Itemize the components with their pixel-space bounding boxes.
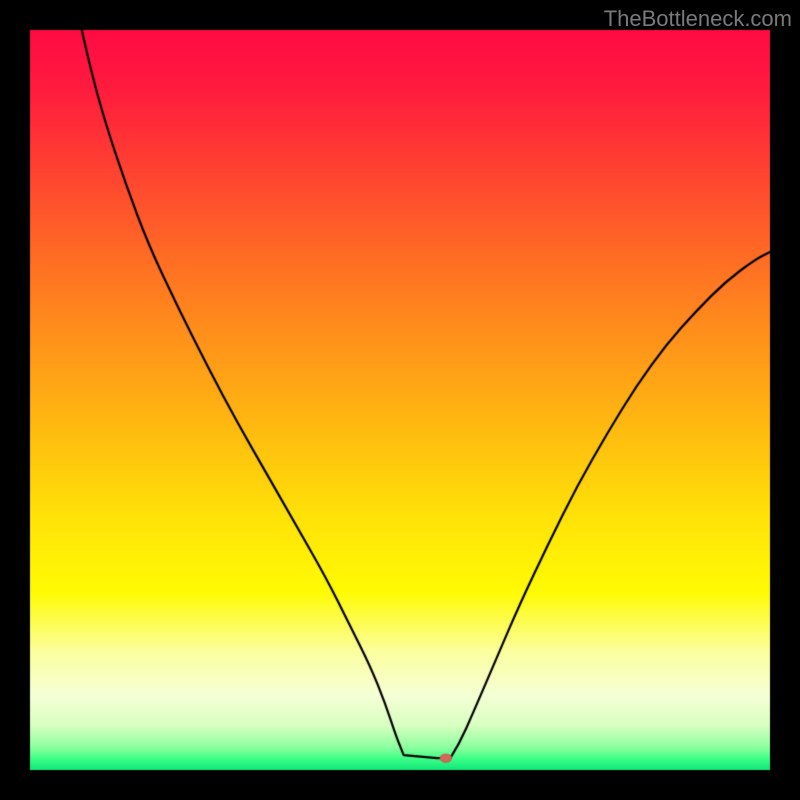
bottleneck-curve-chart	[0, 0, 800, 800]
chart-stage: TheBottleneck.com	[0, 0, 800, 800]
watermark-label: TheBottleneck.com	[604, 6, 792, 32]
